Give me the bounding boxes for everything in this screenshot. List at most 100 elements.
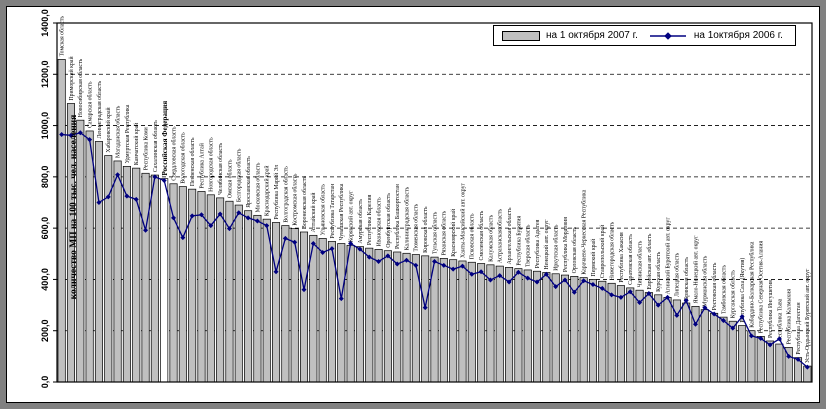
bar-label: Республика Башкортостан bbox=[394, 184, 401, 249]
bar-label: Ханты-Мансийский авт. округ bbox=[459, 182, 466, 257]
bar bbox=[113, 160, 122, 383]
bar bbox=[355, 246, 364, 383]
bar-label: Магаданская область bbox=[114, 105, 121, 158]
y-tick-label: 0,0 bbox=[40, 376, 50, 389]
line-marker-diamond-icon bbox=[739, 314, 745, 320]
bar bbox=[318, 238, 327, 383]
bar-label: Архангельская область bbox=[506, 207, 513, 264]
bar bbox=[141, 172, 150, 383]
line-marker-diamond-icon bbox=[543, 271, 549, 277]
bar-label: Республика Карелия bbox=[366, 194, 373, 245]
bar bbox=[85, 130, 94, 383]
bar-label: Тверская область bbox=[525, 224, 532, 267]
bar bbox=[122, 165, 131, 383]
legend-label-2006: на 1октября 2006 г. bbox=[693, 30, 783, 41]
line-marker-diamond-icon bbox=[422, 305, 428, 311]
y-tick-label: 1200,0 bbox=[40, 61, 50, 89]
line-marker-diamond-icon bbox=[804, 364, 810, 370]
line-marker-diamond-icon bbox=[683, 297, 689, 303]
bar bbox=[244, 210, 253, 383]
bar bbox=[663, 297, 672, 383]
bar bbox=[383, 250, 392, 383]
line-marker-diamond-icon bbox=[478, 269, 484, 275]
bar-label: Республика Алтай bbox=[198, 143, 205, 188]
line-marker-diamond-icon bbox=[441, 262, 447, 268]
line-marker-diamond-icon bbox=[105, 194, 111, 200]
bar-label: Воронежская область bbox=[301, 176, 308, 229]
bar-label: Мурманская область bbox=[702, 255, 709, 306]
line-marker-diamond-icon bbox=[385, 253, 391, 259]
bar-label: Ненецкий авт. округ bbox=[543, 219, 550, 270]
line-marker-diamond-icon bbox=[795, 356, 801, 362]
bar-label: Республика Бурятия bbox=[515, 215, 522, 265]
y-tick-label: 1400,0 bbox=[40, 9, 50, 37]
line-marker-diamond-icon bbox=[282, 235, 288, 241]
y-axis-title: количество МП на 100 тыс. чел. населения bbox=[69, 114, 79, 300]
line-marker-diamond-icon bbox=[77, 130, 83, 136]
bar bbox=[495, 265, 504, 383]
line-marker-diamond-icon bbox=[264, 223, 270, 229]
bar bbox=[616, 285, 625, 383]
bar-label: Пермский край bbox=[590, 239, 597, 277]
bar-label: Калужская область bbox=[487, 215, 494, 262]
line-marker-diamond-icon bbox=[245, 215, 251, 221]
bar bbox=[178, 186, 187, 383]
bar-label: Краснодарский край bbox=[264, 166, 271, 217]
bar-label: Ленинградская область bbox=[96, 81, 103, 139]
line-marker-diamond-icon bbox=[571, 289, 577, 295]
bar bbox=[94, 141, 103, 383]
line-marker-diamond-icon bbox=[459, 263, 465, 269]
bar bbox=[700, 309, 709, 383]
bar bbox=[253, 214, 262, 383]
legend: на 1 октября 2007 г. на 1октября 2006 г. bbox=[493, 25, 796, 46]
line-marker-diamond-icon bbox=[655, 302, 661, 308]
corner-notch bbox=[0, 0, 6, 6]
bar-label: Приморский край bbox=[68, 56, 75, 100]
bar bbox=[216, 197, 225, 383]
bar bbox=[719, 316, 728, 383]
bar bbox=[551, 273, 560, 383]
line-marker-diamond-icon bbox=[525, 275, 531, 281]
line-marker-diamond-icon bbox=[646, 291, 652, 297]
bar bbox=[682, 302, 691, 383]
bar-label: Костромская область bbox=[292, 173, 299, 225]
bar bbox=[169, 183, 178, 383]
bar-label: Новосибирская область bbox=[77, 58, 84, 117]
line-marker-diamond-icon bbox=[776, 336, 782, 342]
bar-label: Удмуртская Республика bbox=[124, 104, 131, 163]
line-marker-diamond-icon bbox=[450, 266, 456, 272]
bar-label: Ивановская область bbox=[375, 197, 382, 246]
bar-label: Республика Татарстан bbox=[329, 184, 336, 239]
bar-label: Ямало-Ненецкий авт. округ bbox=[692, 235, 699, 303]
line-marker-diamond-icon bbox=[236, 210, 242, 216]
bar bbox=[272, 222, 281, 383]
bar-label: Челябинская область bbox=[217, 143, 224, 195]
bar-label: Нижегородская область bbox=[608, 222, 615, 281]
line-marker-diamond-icon bbox=[413, 262, 419, 268]
bar bbox=[290, 228, 299, 383]
line-marker-diamond-icon bbox=[758, 335, 764, 341]
line-marker-diamond-icon bbox=[198, 212, 204, 218]
bar-label: Алтайский край bbox=[310, 193, 317, 233]
bar-label: Камчатский край bbox=[133, 123, 140, 165]
line-marker-diamond-icon bbox=[68, 132, 74, 138]
bar bbox=[579, 277, 588, 383]
bar-label: Тюменская область bbox=[413, 203, 420, 251]
bar-label: Республика Ингушетия bbox=[767, 280, 774, 338]
line-marker-diamond-icon bbox=[310, 241, 316, 247]
line-marker-diamond-icon bbox=[161, 177, 167, 183]
bar-label: Свердловская область bbox=[170, 126, 177, 181]
bar-label: Рязанская область bbox=[441, 211, 448, 256]
bar bbox=[775, 343, 784, 383]
line-marker-diamond-icon bbox=[534, 279, 540, 285]
bar bbox=[514, 268, 523, 383]
bar bbox=[654, 294, 663, 383]
bar-label: Республика Тыва bbox=[776, 298, 783, 341]
line-marker-diamond-icon bbox=[254, 218, 260, 224]
bar-label: Республика Дагестан bbox=[795, 302, 802, 354]
bar-label: Псковская область bbox=[469, 213, 476, 259]
bar-label: Ростовская область bbox=[711, 262, 718, 310]
y-tick-label: 1000,0 bbox=[40, 112, 50, 140]
bar-label: Карачаево-Черкесская Республика bbox=[581, 189, 588, 274]
